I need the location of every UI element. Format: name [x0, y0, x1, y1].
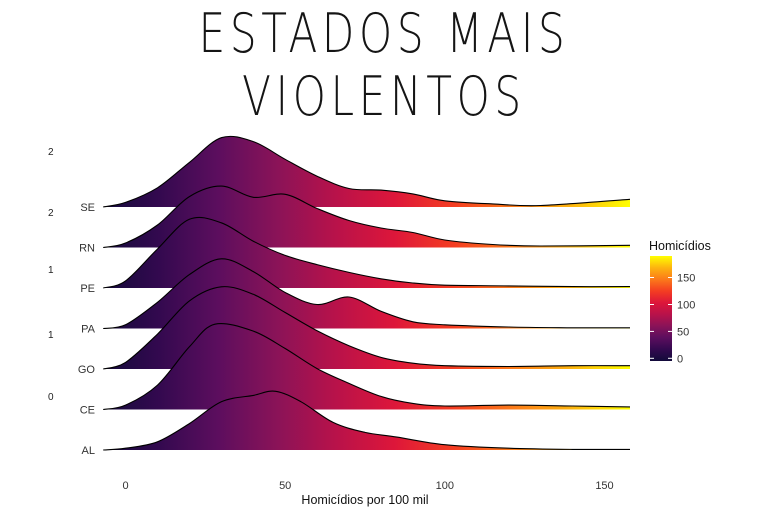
- y-tick-label-al: AL: [82, 445, 95, 457]
- legend-tick-label-100: 100: [677, 300, 695, 312]
- ridge-area-ce: [103, 323, 630, 410]
- edge-tick-3: 1: [48, 330, 54, 341]
- edge-tick-0: 2: [48, 147, 54, 158]
- ridges-group: [103, 135, 631, 451]
- page-title: ESTADOS MAIS VIOLENTOS: [198, 2, 570, 128]
- x-axis-label: Homicídios por 100 mil: [301, 493, 428, 507]
- y-axis-labels: AL CE GO PA PE RN SE: [78, 202, 96, 457]
- edge-tick-1: 2: [48, 208, 54, 219]
- legend-title: Homicídios: [649, 239, 711, 253]
- y-tick-label-go: GO: [78, 364, 96, 376]
- ridge-line-ce: [103, 323, 631, 411]
- x-tick-label-0: 0: [122, 480, 128, 492]
- x-tick-label-100: 100: [436, 480, 454, 492]
- ridge-line-al: [103, 390, 631, 451]
- legend-tick-label-50: 50: [677, 326, 689, 338]
- ridge-line-se: [103, 135, 631, 208]
- legend-tick-label-0: 0: [677, 353, 683, 365]
- edge-tick-2: 1: [48, 265, 54, 276]
- ridge-area-al: [103, 391, 630, 450]
- y-tick-label-pe: PE: [80, 283, 95, 295]
- edge-tick-4: 0: [48, 392, 54, 403]
- x-axis-ticks: 0 50 100 150: [122, 480, 613, 492]
- y-tick-label-ce: CE: [80, 405, 95, 417]
- left-edge-ticks: 2 2 1 1 0: [48, 147, 54, 403]
- ridge-area-se: [103, 136, 630, 207]
- y-tick-label-se: SE: [80, 202, 95, 214]
- ridge-line-rn: [103, 185, 631, 249]
- legend: Homicídios 0 50 100 150: [649, 239, 711, 365]
- ridge-line-go: [103, 286, 631, 370]
- x-tick-label-50: 50: [279, 480, 291, 492]
- y-tick-label-pa: PA: [81, 324, 96, 336]
- ridge-line-pe: [103, 216, 631, 289]
- x-tick-label-150: 150: [595, 480, 613, 492]
- legend-colorbar: [650, 256, 672, 361]
- ridge-line-pa: [103, 258, 631, 330]
- legend-tick-label-150: 150: [677, 273, 695, 285]
- y-tick-label-rn: RN: [79, 243, 95, 255]
